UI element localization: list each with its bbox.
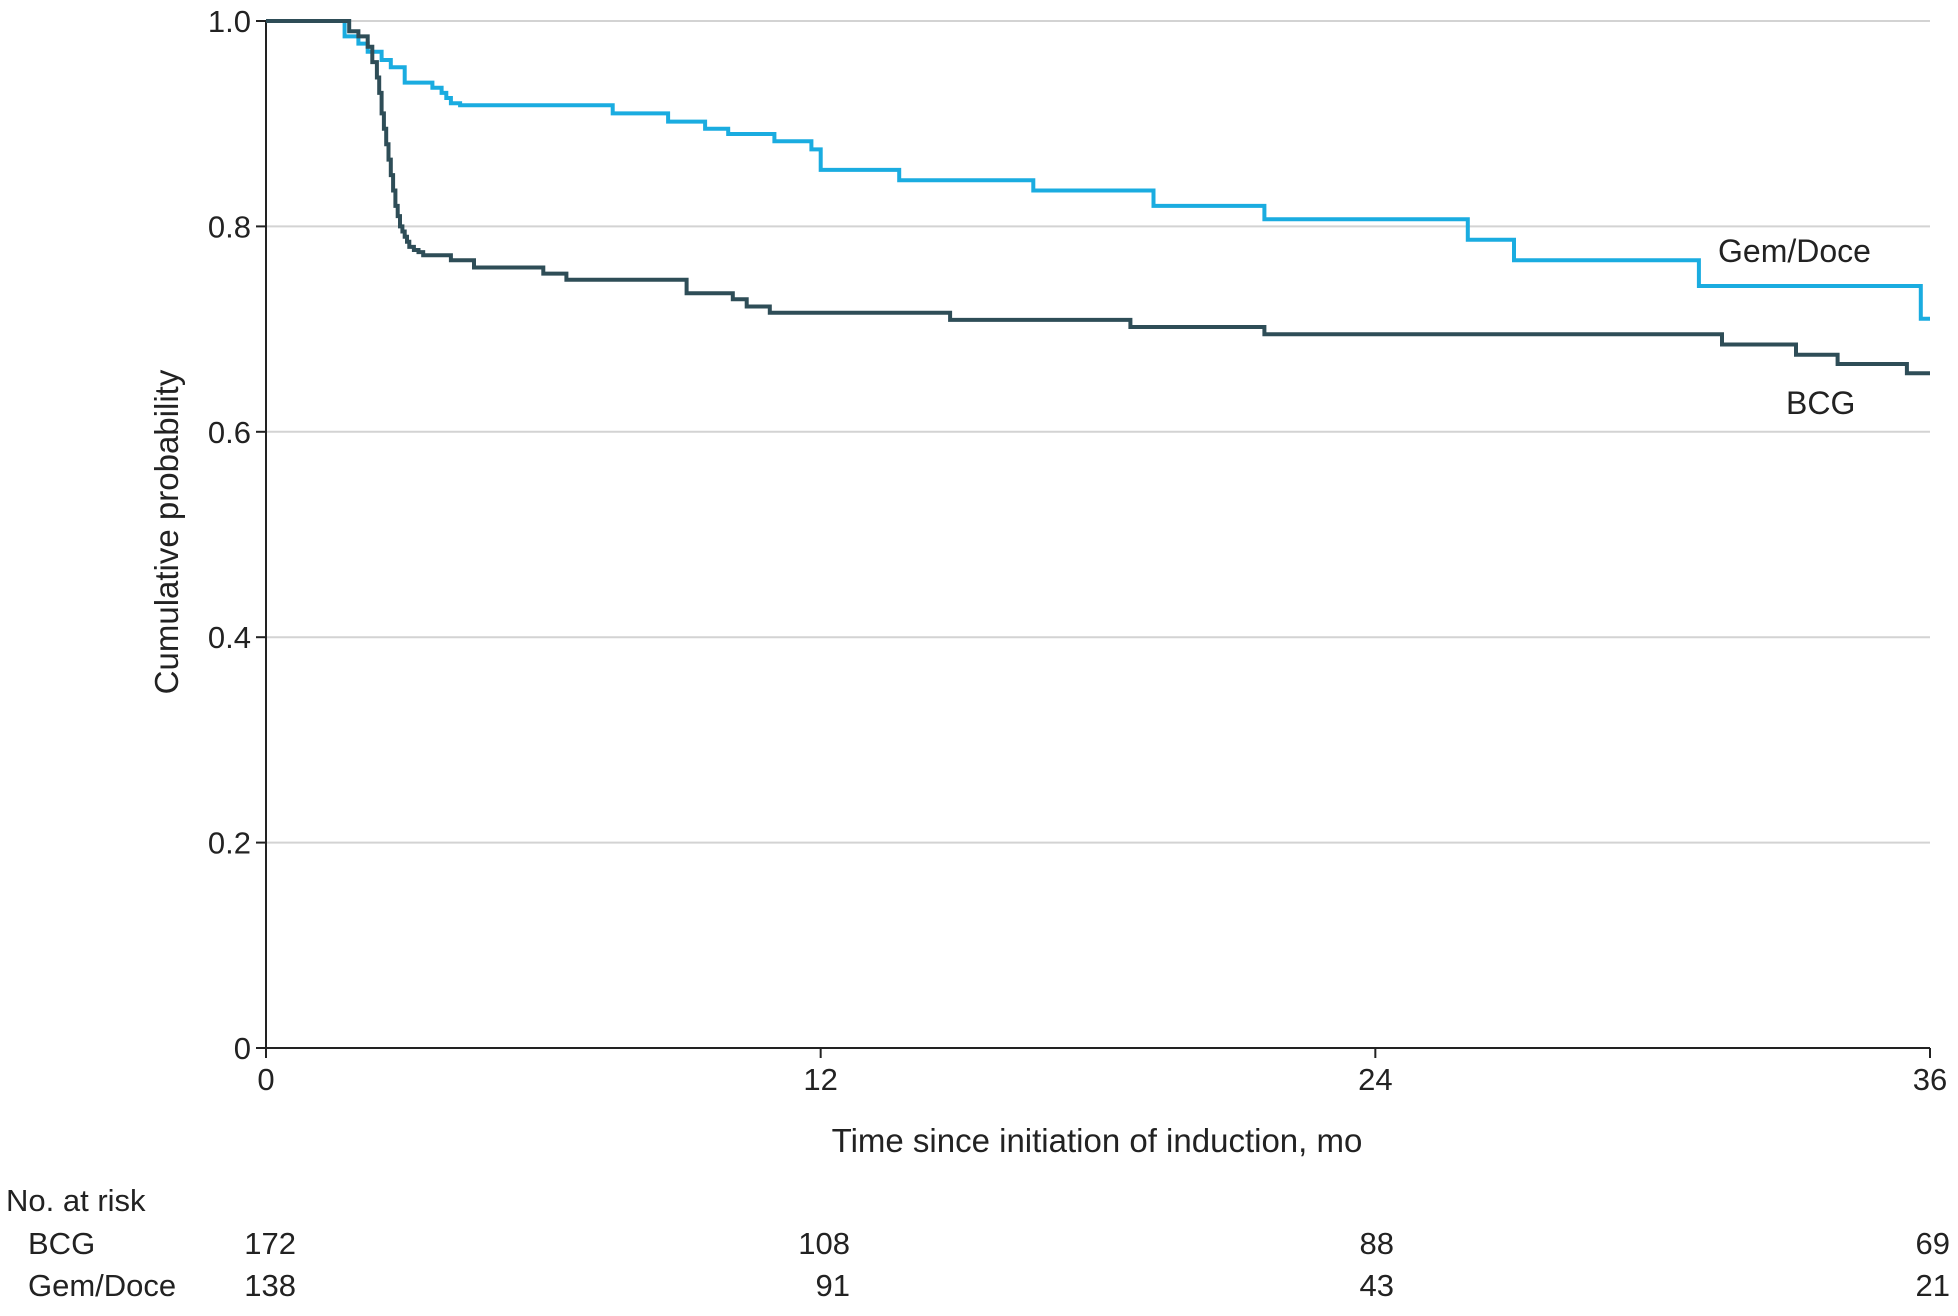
- y-tick-label: 0.6: [208, 415, 251, 450]
- x-tick-label: 0: [257, 1062, 274, 1097]
- gridlines: [266, 20, 1930, 844]
- at-risk-header: No. at risk: [6, 1183, 146, 1218]
- x-tick-label: 36: [1913, 1062, 1947, 1097]
- at-risk-count: 43: [1360, 1268, 1394, 1303]
- at-risk-count: 108: [798, 1226, 850, 1261]
- y-axis-ticks: 0 0.2 0.4 0.6 0.8 1.0: [208, 4, 266, 1066]
- at-risk-count: 138: [244, 1268, 296, 1303]
- at-risk-row-label-bcg: BCG: [28, 1226, 95, 1261]
- at-risk-count: 172: [244, 1226, 296, 1261]
- y-axis-title: Cumulative probability: [148, 369, 185, 694]
- y-tick-label: 0.8: [208, 209, 251, 244]
- series-label-bcg: BCG: [1786, 385, 1855, 421]
- x-axis-title: Time since initiation of induction, mo: [832, 1122, 1363, 1159]
- series-line-gem-doce: [266, 19, 1930, 321]
- series-layer: [266, 19, 1930, 376]
- at-risk-counts: 172 108 88 69 138 91 43 21: [244, 1226, 1950, 1303]
- x-tick-label: 24: [1358, 1062, 1392, 1097]
- at-risk-row-label-gem-doce: Gem/Doce: [28, 1268, 176, 1303]
- at-risk-count: 91: [816, 1268, 850, 1303]
- at-risk-table: No. at risk BCG Gem/Doce 172 108 88 69 138 91…: [6, 1183, 1950, 1303]
- series-line-bcg: [266, 19, 1930, 376]
- x-tick-label: 12: [803, 1062, 837, 1097]
- series-label-gem-doce: Gem/Doce: [1718, 233, 1871, 269]
- x-axis-ticks: 0 12 24 36: [257, 1048, 1947, 1097]
- at-risk-count: 21: [1916, 1268, 1950, 1303]
- at-risk-count: 69: [1916, 1226, 1950, 1261]
- y-tick-label: 0.4: [208, 620, 251, 655]
- at-risk-count: 88: [1360, 1226, 1394, 1261]
- y-tick-label: 1.0: [208, 4, 251, 39]
- y-tick-label: 0.2: [208, 826, 251, 861]
- y-tick-label: 0: [234, 1031, 251, 1066]
